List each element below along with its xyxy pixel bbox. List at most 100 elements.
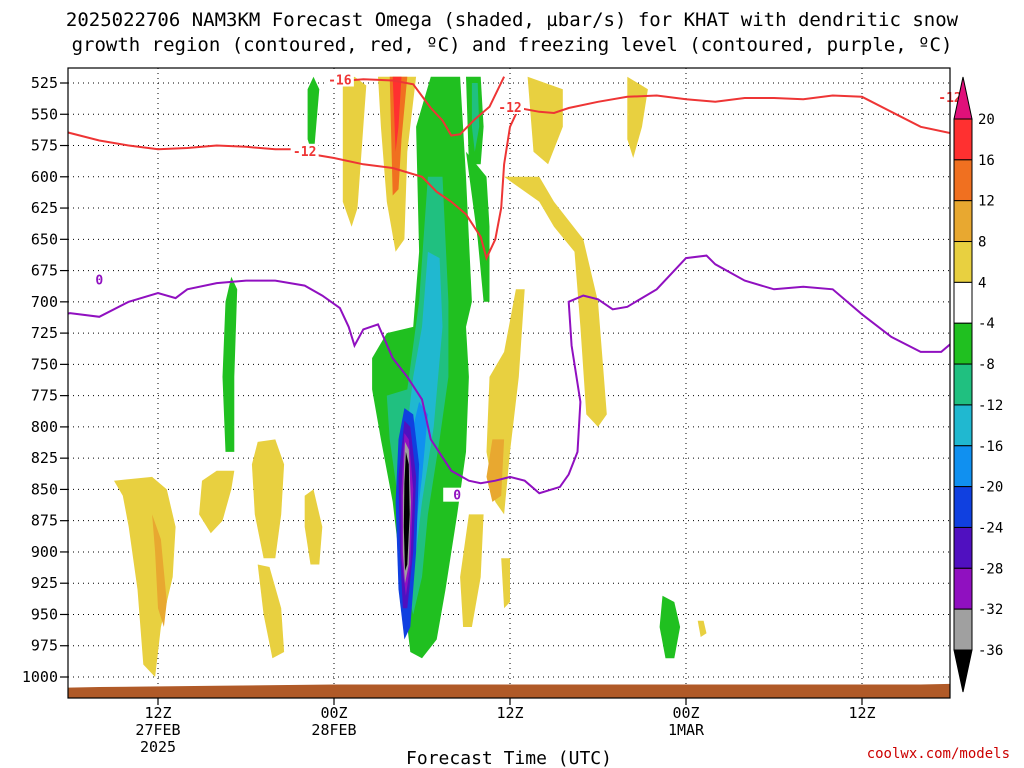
x-tick-label: 1MAR xyxy=(668,721,705,739)
omega-region-descent-right-upper xyxy=(527,76,563,165)
colorbar-tick-label: -4 xyxy=(978,316,995,332)
freezing-level-label-bg xyxy=(85,272,114,287)
omega-region-ascent-left-column xyxy=(222,276,238,452)
y-tick-label: 775 xyxy=(31,387,58,405)
colorbar-tick-label: -36 xyxy=(978,643,1003,659)
freezing-level-label: 0 xyxy=(453,489,461,504)
y-tick-label: 800 xyxy=(31,418,58,436)
omega-region-descent-top-a xyxy=(342,76,367,227)
omega-region-ascent-lower-right xyxy=(659,595,681,659)
terrain-fill xyxy=(68,683,950,698)
colorbar-bottom-arrow xyxy=(953,649,973,693)
temperature-contours xyxy=(68,75,950,495)
colorbar-tick-label: 20 xyxy=(978,112,995,128)
colorbar-tick-label: 8 xyxy=(978,235,986,251)
colorbar-box xyxy=(953,118,973,161)
colorbar-box xyxy=(953,322,973,365)
freezing-level-label: 0 xyxy=(95,274,103,289)
omega-region-descent-small-d xyxy=(304,489,323,565)
y-tick-label: 850 xyxy=(31,480,58,498)
x-tick-label: 27FEB xyxy=(135,721,180,739)
colorbar-tick-label: 16 xyxy=(978,153,995,169)
isotherm-minus12-label-bg xyxy=(290,143,319,158)
chart-title-line2: growth region (contoured, red, ºC) and f… xyxy=(72,34,953,56)
colorbar-tick-label: -8 xyxy=(978,357,995,373)
y-tick-label: 1000 xyxy=(22,668,58,686)
isotherm-minus12-upper-line xyxy=(327,75,505,137)
colorbar-tick-label: 12 xyxy=(978,194,995,210)
colorbar-box xyxy=(953,404,973,447)
colorbar-tick-label: 4 xyxy=(978,275,986,291)
x-tick-label: 12Z xyxy=(496,704,523,722)
omega-region-ascent-core-5 xyxy=(403,451,410,571)
omega-region-descent-lower-c xyxy=(501,558,510,609)
colorbar-tick-label: -16 xyxy=(978,439,1003,455)
colorbar-box xyxy=(953,200,973,243)
colorbar-tick-label: -28 xyxy=(978,561,1003,577)
omega-region-descent-midright-a-core xyxy=(486,439,505,502)
omega-region-ascent-right-column xyxy=(466,151,490,302)
colorbar-tick-label: -20 xyxy=(978,480,1003,496)
y-tick-label: 650 xyxy=(31,230,58,248)
colorbar-box xyxy=(953,159,973,202)
colorbar-box xyxy=(953,281,973,324)
plot-frame xyxy=(67,67,951,699)
omega-region-descent-column-b xyxy=(251,439,285,559)
y-tick-label: 900 xyxy=(31,543,58,561)
chart-title-line1: 2025022706 NAM3KM Forecast Omega (shaded… xyxy=(66,9,959,31)
isotherm-minus12-line xyxy=(68,94,950,261)
omega-region-descent-left-lobe-core xyxy=(152,514,167,627)
y-tick-label: 575 xyxy=(31,137,58,155)
omega-region-descent-small-a xyxy=(199,470,235,534)
y-tick-label: 550 xyxy=(31,105,58,123)
y-tick-label: 875 xyxy=(31,512,58,530)
y-tick-label: 700 xyxy=(31,293,58,311)
colorbar-box xyxy=(953,363,973,406)
y-tick-label: 525 xyxy=(31,74,58,92)
colorbar-tick-label: -32 xyxy=(978,602,1003,618)
y-tick-label: 750 xyxy=(31,355,58,373)
colorbar-box xyxy=(953,241,973,283)
isotherm-minus16-label-bg xyxy=(325,72,354,87)
x-tick-label: 12Z xyxy=(848,704,875,722)
y-tick-label: 675 xyxy=(31,262,58,280)
isotherm-minus12-label: -12 xyxy=(498,101,521,116)
y-tick-label: 625 xyxy=(31,199,58,217)
isotherm-minus16-label: -16 xyxy=(328,73,352,88)
x-axis-label: Forecast Time (UTC) xyxy=(406,748,612,768)
colorbar-box xyxy=(953,567,973,610)
omega-region-descent-tiny-right xyxy=(697,620,707,637)
colorbar-box xyxy=(953,486,973,528)
y-tick-label: 950 xyxy=(31,605,58,623)
y-axis-ticks: 525 550 575 600 625 650 675 700 725 750 775 800 825 8… xyxy=(22,74,68,686)
omega-shading xyxy=(114,76,707,677)
colorbar-tick-label: -24 xyxy=(978,520,1003,536)
x-tick-label: 12Z xyxy=(144,704,171,722)
colorbar-tick-label: -12 xyxy=(978,398,1003,414)
credit-text: coolwx.com/models xyxy=(867,746,1010,762)
omega-region-descent-top-narrow-core2 xyxy=(392,76,402,152)
terrain-surface xyxy=(68,683,950,698)
omega-region-descent-left-lobe xyxy=(114,476,176,677)
colorbar-box xyxy=(953,608,973,651)
x-tick-label: 28FEB xyxy=(311,721,356,739)
freezing-level-label-bg xyxy=(443,487,472,502)
y-tick-label: 975 xyxy=(31,637,58,655)
x-tick-label: 00Z xyxy=(320,704,347,722)
x-tick-label: 00Z xyxy=(672,704,699,722)
colorbar-box xyxy=(953,526,973,569)
omega-region-descent-lower-b xyxy=(460,514,484,627)
y-tick-label: 925 xyxy=(31,574,58,592)
omega-region-ascent-thin-top xyxy=(307,76,320,158)
y-tick-label: 725 xyxy=(31,324,58,342)
y-tick-label: 600 xyxy=(31,168,58,186)
y-tick-label: 825 xyxy=(31,449,58,467)
isotherm-minus12-label: -12 xyxy=(293,145,316,160)
colorbar: 20 16 12 8 4 -4 -8 -12 -16 -20 -24 -28 -32 -36 xyxy=(953,76,1003,693)
colorbar-box xyxy=(953,445,973,488)
freezing-level-line xyxy=(68,254,950,495)
